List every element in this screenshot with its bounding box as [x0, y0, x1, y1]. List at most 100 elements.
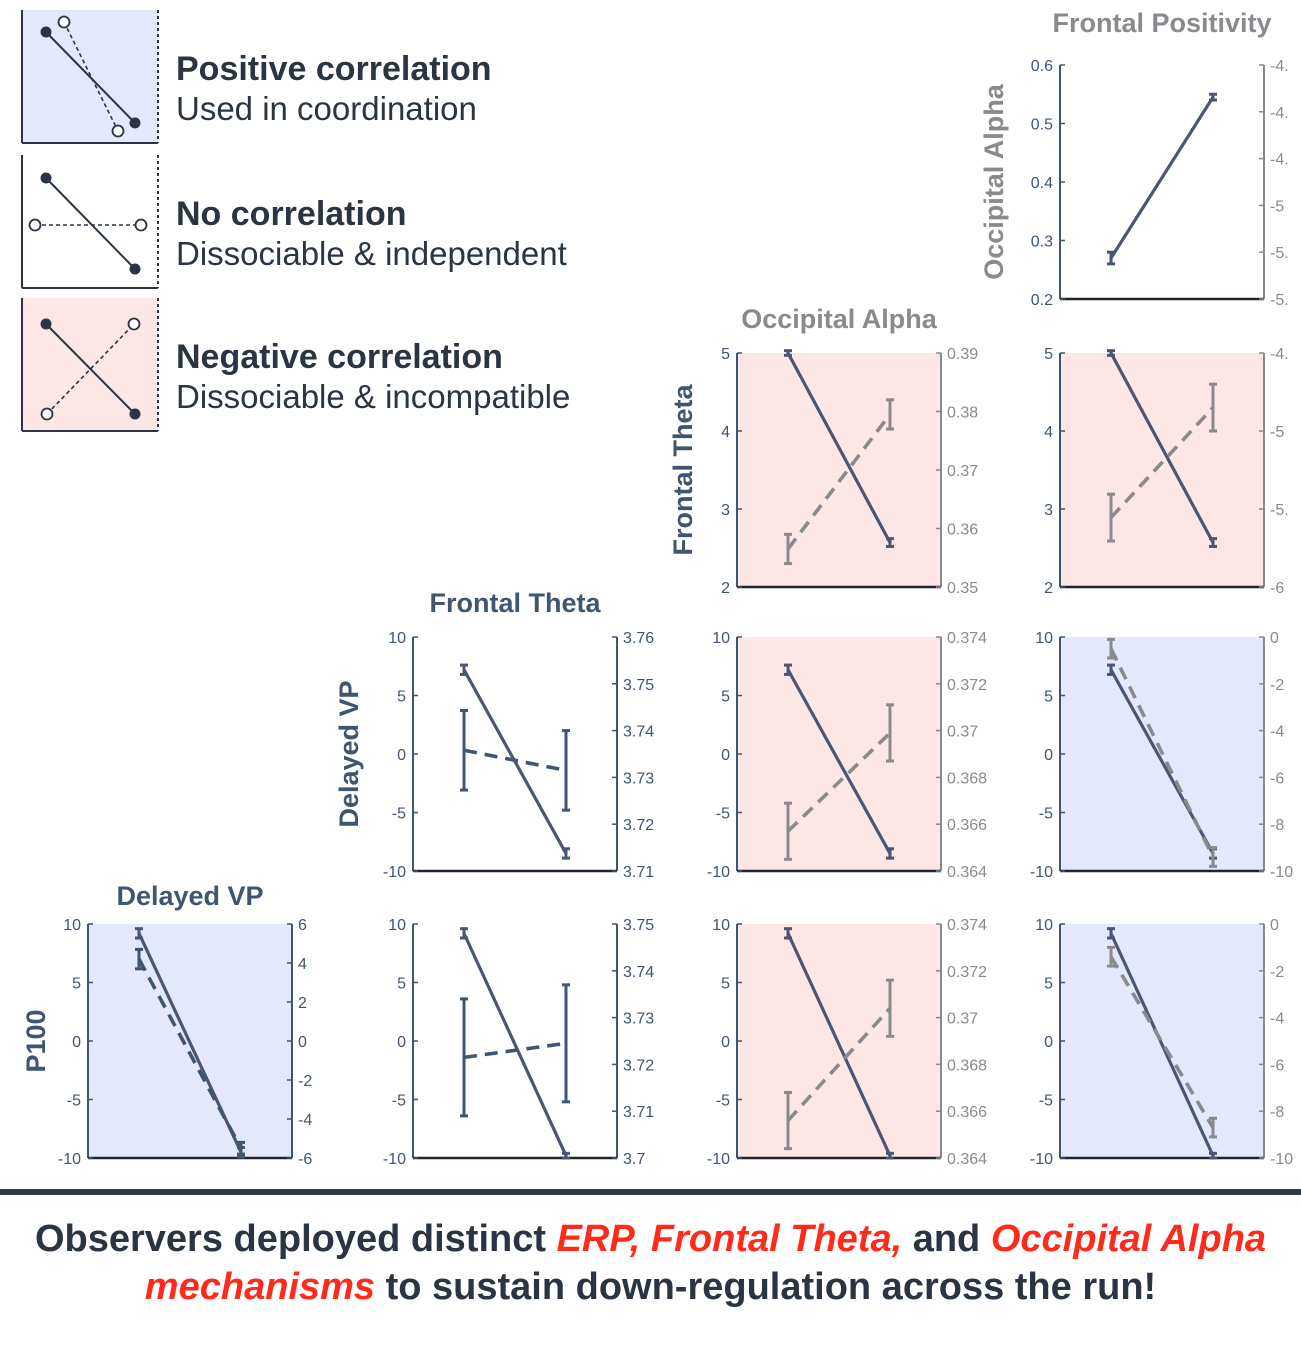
panel-oa-dvp: -10 -5 0 5 10 0.364 0.366 0.368 0.37 0.372 0.374: [707, 630, 987, 881]
dashed-data-point: [786, 1118, 790, 1123]
solid-data-point: [786, 351, 790, 355]
conclusion-highlight-2: Occipital Alpha mechanisms: [144, 1218, 1267, 1308]
right-tick-label: 3.72: [623, 817, 654, 834]
right-tick-label: 0.364: [947, 1151, 987, 1168]
legend-solid-line: [45, 31, 136, 124]
left-tick-label: 10: [388, 917, 406, 934]
legend-filled-marker: [40, 26, 52, 38]
left-tick-label: 0.2: [1031, 292, 1053, 309]
left-tick-label: 5: [397, 689, 406, 706]
legend-solid-line: [45, 177, 136, 270]
right-tick-label: -6: [1270, 1057, 1284, 1074]
right-tick-label: 3.76: [623, 630, 654, 647]
conclusion-highlight-1: ERP, Frontal Theta,: [556, 1218, 903, 1260]
left-tick-label: 0: [721, 1034, 730, 1051]
right-tick-label: -10: [1270, 864, 1293, 881]
legend-title: No correlation: [176, 195, 406, 233]
conclusion-part-3: to sustain down-regulation across the ru…: [375, 1266, 1157, 1308]
right-tick-label: 3.7: [623, 1151, 645, 1168]
solid-series-line: [1109, 352, 1215, 544]
right-tick-label: 0.35: [947, 580, 978, 597]
right-tick-label: -4.: [1270, 58, 1289, 75]
panel-oa-p100: -10 -5 0 5 10 0.364 0.366 0.368 0.37 0.372 0.374: [707, 917, 987, 1168]
conclusion-part-2: and: [902, 1218, 991, 1260]
legend-subtitle: Dissociable & independent: [176, 235, 567, 272]
left-tick-label: 5: [721, 689, 730, 706]
right-tick-label: 4: [298, 956, 307, 973]
left-tick-label: 4: [721, 424, 730, 441]
left-tick-label: 0: [1044, 747, 1053, 764]
row-header: P100: [21, 1009, 51, 1072]
legend-subtitle: Used in coordination: [176, 90, 477, 127]
right-tick-label: -5.: [1270, 502, 1289, 519]
left-tick-label: 0: [397, 747, 406, 764]
dashed-series-line: [1109, 955, 1215, 1129]
dashed-data-point: [564, 768, 568, 772]
dashed-data-point: [239, 1146, 243, 1150]
solid-data-point: [462, 668, 466, 672]
left-tick-label: 10: [63, 917, 81, 934]
solid-data-point: [564, 851, 568, 856]
solid-data-point: [1211, 1154, 1215, 1158]
solid-data-point: [1109, 668, 1113, 672]
solid-data-point: [888, 540, 892, 545]
right-tick-label: -4.: [1270, 346, 1289, 363]
dashed-data-point: [888, 731, 892, 735]
right-tick-label: 0.36: [947, 522, 978, 539]
dashed-series-line: [463, 748, 567, 773]
solid-series-line: [786, 932, 892, 1157]
panel-fp-dvp: -10 -5 0 5 10 -10 -8 -6 -4 -2 0: [1030, 630, 1293, 881]
panel-oa-ft: 2 3 4 5 0.35 0.36 0.37 0.38 0.39: [721, 346, 978, 597]
left-tick-label: 3: [1044, 502, 1053, 519]
left-tick-label: 2: [1044, 580, 1053, 597]
dashed-data-point: [137, 957, 141, 961]
panel-ft-p100: -10 -5 0 5 10 3.7 3.71 3.72 3.73 3.74 3.75: [383, 917, 654, 1168]
panel-dvp-p100: -10 -5 0 5 10 -6 -4 -2 0 2 4 6: [58, 917, 312, 1168]
dashed-data-point: [564, 1041, 568, 1045]
legend-filled-marker: [40, 172, 52, 184]
solid-series-line: [462, 932, 568, 1157]
solid-data-point: [1109, 256, 1113, 260]
solid-data-point: [888, 851, 892, 856]
row-header: Occipital Alpha: [979, 83, 1009, 280]
left-tick-label: 0: [721, 747, 730, 764]
legend-open-marker: [134, 218, 148, 232]
dashed-data-point: [1109, 515, 1113, 520]
right-tick-label: 0.372: [947, 677, 987, 694]
right-tick-label: -6: [298, 1151, 312, 1168]
right-tick-label: 3.71: [623, 864, 654, 881]
solid-data-point: [1109, 931, 1113, 935]
right-tick-label: 3.73: [623, 1011, 654, 1028]
right-tick-label: 6: [298, 917, 307, 934]
left-tick-label: 5: [1044, 346, 1053, 363]
solid-data-point: [462, 931, 466, 935]
right-tick-label: 0: [1270, 917, 1279, 934]
left-tick-label: 10: [712, 630, 730, 647]
left-tick-label: 0: [1044, 1034, 1053, 1051]
right-tick-label: -5.: [1270, 245, 1289, 262]
dashed-data-point: [462, 748, 466, 752]
legend-title: Positive correlation: [176, 50, 492, 88]
dashed-data-point: [888, 1006, 892, 1010]
panel-fp-p100: -10 -5 0 5 10 -10 -8 -6 -4 -2 0: [1030, 917, 1293, 1168]
left-tick-label: -5: [1039, 1093, 1053, 1110]
left-tick-label: 5: [721, 976, 730, 993]
right-tick-label: 0.368: [947, 1057, 987, 1074]
left-tick-label: 10: [1035, 630, 1053, 647]
right-tick-label: -5: [1270, 424, 1284, 441]
solid-data-point: [564, 1154, 568, 1158]
column-header: Delayed VP: [116, 881, 263, 911]
left-tick-label: -10: [58, 1151, 81, 1168]
solid-data-point: [1211, 540, 1215, 545]
solid-data-point: [1211, 95, 1215, 99]
dashed-data-point: [1211, 406, 1215, 410]
dashed-series-line: [137, 958, 243, 1150]
panel-fp-ft: 2 3 4 5 -6 -5. -5 -4.: [1044, 346, 1289, 597]
right-tick-label: -10: [1270, 1151, 1293, 1168]
right-tick-label: 0.364: [947, 864, 987, 881]
row-header: Frontal Theta: [668, 384, 698, 556]
